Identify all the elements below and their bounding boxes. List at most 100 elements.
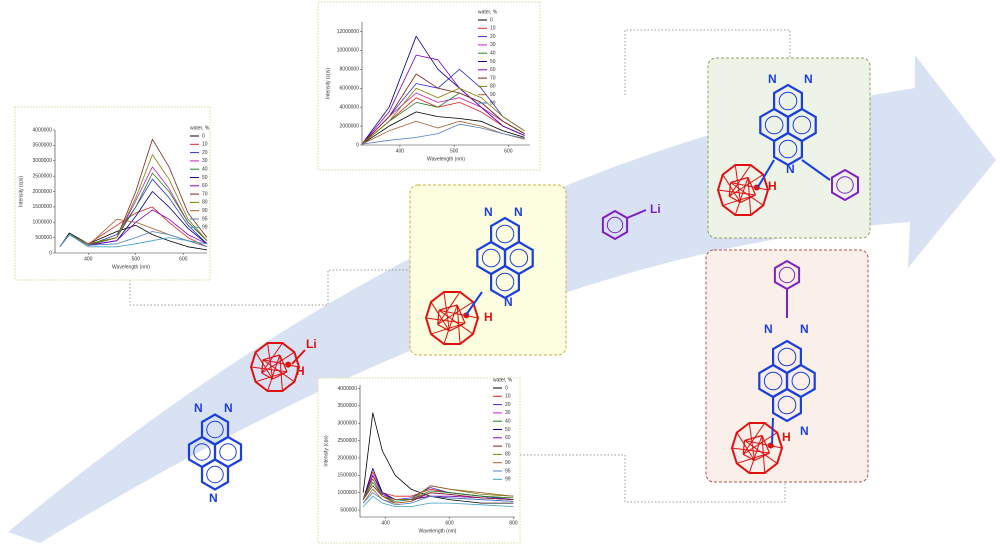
bond <box>465 291 483 316</box>
ring-inner <box>778 266 796 284</box>
ring-inner <box>778 91 798 111</box>
cage-edge <box>742 440 746 455</box>
y-tick-label: 1000000 <box>33 220 53 226</box>
y-tick-label: 2500000 <box>338 438 358 444</box>
spectrum-line <box>361 87 525 145</box>
legend-label: 50 <box>505 427 511 433</box>
legend-label: 80 <box>202 200 208 206</box>
atom-label: H <box>484 310 493 324</box>
spectrum-line <box>362 492 514 506</box>
cage-edge <box>261 342 283 374</box>
y-tick-label: 4000000 <box>33 127 53 133</box>
y-tick-label: 12000000 <box>337 29 359 35</box>
legend-label: 0 <box>202 133 205 139</box>
y-tick-label: 1500000 <box>33 204 53 210</box>
y-tick-label: 2000000 <box>338 455 358 461</box>
x-tick-label: 500 <box>450 148 459 154</box>
cage-edge <box>261 351 295 374</box>
legend-label: 95 <box>202 216 208 222</box>
x-tick-label: 500 <box>132 256 141 262</box>
spectrum-line <box>362 478 514 500</box>
cage-edge <box>744 440 783 449</box>
atom-label: H <box>296 364 305 378</box>
ring-inner <box>509 248 529 268</box>
x-tick-label: 800 <box>509 520 518 526</box>
cage-edge <box>262 359 300 368</box>
legend-label: 90 <box>490 92 496 98</box>
atom-label: Li <box>306 337 317 351</box>
legend-label: 40 <box>505 419 511 425</box>
ring <box>771 339 803 375</box>
atom-label: N <box>800 322 809 336</box>
atom-label: N <box>786 162 795 176</box>
cage-edge <box>255 351 274 380</box>
legend-label: 0 <box>490 17 493 23</box>
legend-label: 99 <box>202 225 208 231</box>
legend-label: 80 <box>490 84 496 90</box>
atom-label: N <box>768 72 777 86</box>
ring <box>831 168 859 202</box>
ring-inner <box>481 248 501 268</box>
ring-inner <box>792 115 812 135</box>
legend-label: 99 <box>490 100 496 106</box>
y-tick-label: 0 <box>356 142 359 148</box>
cage-edge <box>730 176 749 184</box>
ring-inner <box>791 371 811 391</box>
legend-label: 20 <box>490 34 496 40</box>
y-tick-label: 3500000 <box>33 143 53 149</box>
cage-edge <box>437 291 461 325</box>
cage-edge <box>437 310 440 325</box>
ring <box>772 83 804 119</box>
x-tick-label: 600 <box>504 148 513 154</box>
atom-label: H <box>782 430 791 444</box>
y-tick-label: 10000000 <box>337 48 359 54</box>
legend-label: 30 <box>505 410 511 416</box>
legend-label: 95 <box>505 468 511 474</box>
atom-label: H <box>768 179 777 193</box>
ring-inner <box>763 371 783 391</box>
cage-edge <box>761 435 771 454</box>
cage-edge <box>262 354 280 361</box>
legend-label: 20 <box>202 150 208 156</box>
ring-inner <box>219 443 237 461</box>
atom-label: N <box>800 424 809 438</box>
cage-edge <box>267 354 281 392</box>
cage-edge <box>438 304 458 311</box>
y-tick-label: 3000000 <box>33 158 53 164</box>
spectrum-line <box>59 234 208 248</box>
spectrum-line <box>362 485 514 504</box>
cage-edge <box>728 195 741 204</box>
cage-edge <box>731 447 770 454</box>
atom-label: N <box>209 491 218 505</box>
legend-label: 10 <box>505 394 511 400</box>
bond <box>291 349 306 365</box>
legend-label: 70 <box>490 75 496 81</box>
ring-inner <box>778 139 798 159</box>
cage-edge <box>742 453 755 462</box>
bond <box>771 417 774 445</box>
y-tick-label: 500000 <box>35 235 52 241</box>
y-tick-label: 2500000 <box>33 173 53 179</box>
legend-label: 10 <box>490 26 496 32</box>
atom-label: N <box>484 205 493 219</box>
x-tick-label: 400 <box>381 520 390 526</box>
legend-label: 60 <box>490 67 496 73</box>
ring-inner <box>495 224 515 244</box>
cage-edge <box>443 304 458 345</box>
atom-label: N <box>764 322 773 336</box>
cage-edge <box>744 434 763 442</box>
ring-inner <box>193 443 211 461</box>
ring <box>772 131 804 167</box>
cage-edge <box>728 164 752 197</box>
cage-edge <box>722 174 741 203</box>
cage-edge <box>425 317 466 324</box>
atom-label: N <box>514 205 523 219</box>
legend-title: water, % <box>493 377 513 383</box>
spectrum-inset: 0 500000 1000000 1500000 2000000 2500000 30000… <box>14 106 211 281</box>
x-tick-label: 600 <box>179 256 188 262</box>
compound-box <box>707 57 871 239</box>
inset-frame <box>317 377 521 544</box>
spectrum-line <box>361 111 525 145</box>
legend-title: water, % <box>190 125 210 131</box>
